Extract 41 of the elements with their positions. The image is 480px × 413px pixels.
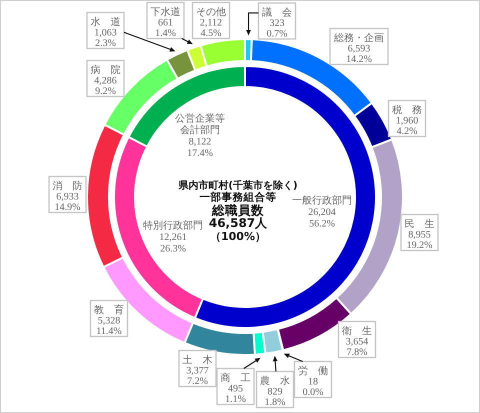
- slice-label: 消 防: [52, 180, 82, 192]
- slice-label: 議 会: [262, 6, 292, 18]
- data-label: 661 1.4%: [155, 18, 176, 39]
- slice-label: 商 工: [220, 372, 250, 384]
- data-label: 12,261 26.3%: [159, 232, 187, 254]
- slice-label: 特別行政部門: [143, 220, 203, 232]
- slice-label: 農 水: [260, 375, 290, 387]
- data-label: 5,328 11.4%: [96, 316, 122, 337]
- slice-label: 病 院: [90, 64, 120, 76]
- text: （100%）: [210, 230, 266, 243]
- slice-label: 公営企業等会計部門: [175, 112, 225, 136]
- text: 県内市町村(千葉市を除く): [177, 180, 298, 192]
- data-label: 6,593 14.2%: [346, 44, 372, 65]
- slice-label: その他: [196, 6, 226, 18]
- slice-label: 税 務: [392, 104, 422, 116]
- data-label: 1,063 2.3%: [94, 28, 117, 49]
- slice-label: 土 木: [182, 354, 212, 366]
- text: 一部事務組合等: [200, 190, 276, 204]
- slice-label: 下水道: [150, 6, 180, 18]
- data-label: 3,654 7.8%: [346, 336, 368, 358]
- slice-label: 民 生: [404, 218, 434, 230]
- slice-label: 一般行政部門: [292, 194, 352, 206]
- data-label: 1,960 4.2%: [396, 116, 418, 137]
- slice-label: 衛 生: [342, 325, 372, 337]
- data-label: 323 0.7%: [266, 18, 288, 40]
- slice-label: 水 道: [90, 16, 120, 28]
- data-label: 3,377 7.2%: [186, 366, 209, 387]
- text: 総職員数: [211, 202, 265, 218]
- data-label: 829 1.8%: [264, 386, 286, 408]
- data-label: 495 1.1%: [225, 384, 246, 405]
- data-label: 8,122 17.4%: [187, 136, 213, 159]
- data-label: 6,933 14.9%: [54, 192, 80, 213]
- data-label: 26,204 56.2%: [308, 207, 336, 230]
- data-label: 18 0.0%: [302, 376, 324, 398]
- data-label: 8,955 19.2%: [406, 230, 432, 251]
- data-label: 2,112 4.5%: [200, 18, 222, 39]
- slice-label: 総務・企画: [333, 32, 384, 44]
- data-label: 4,286 9.2%: [94, 76, 117, 97]
- slice-label: 労 働: [298, 365, 328, 377]
- slice-label: 教 育: [94, 304, 124, 316]
- text: 46,587人: [208, 216, 268, 230]
